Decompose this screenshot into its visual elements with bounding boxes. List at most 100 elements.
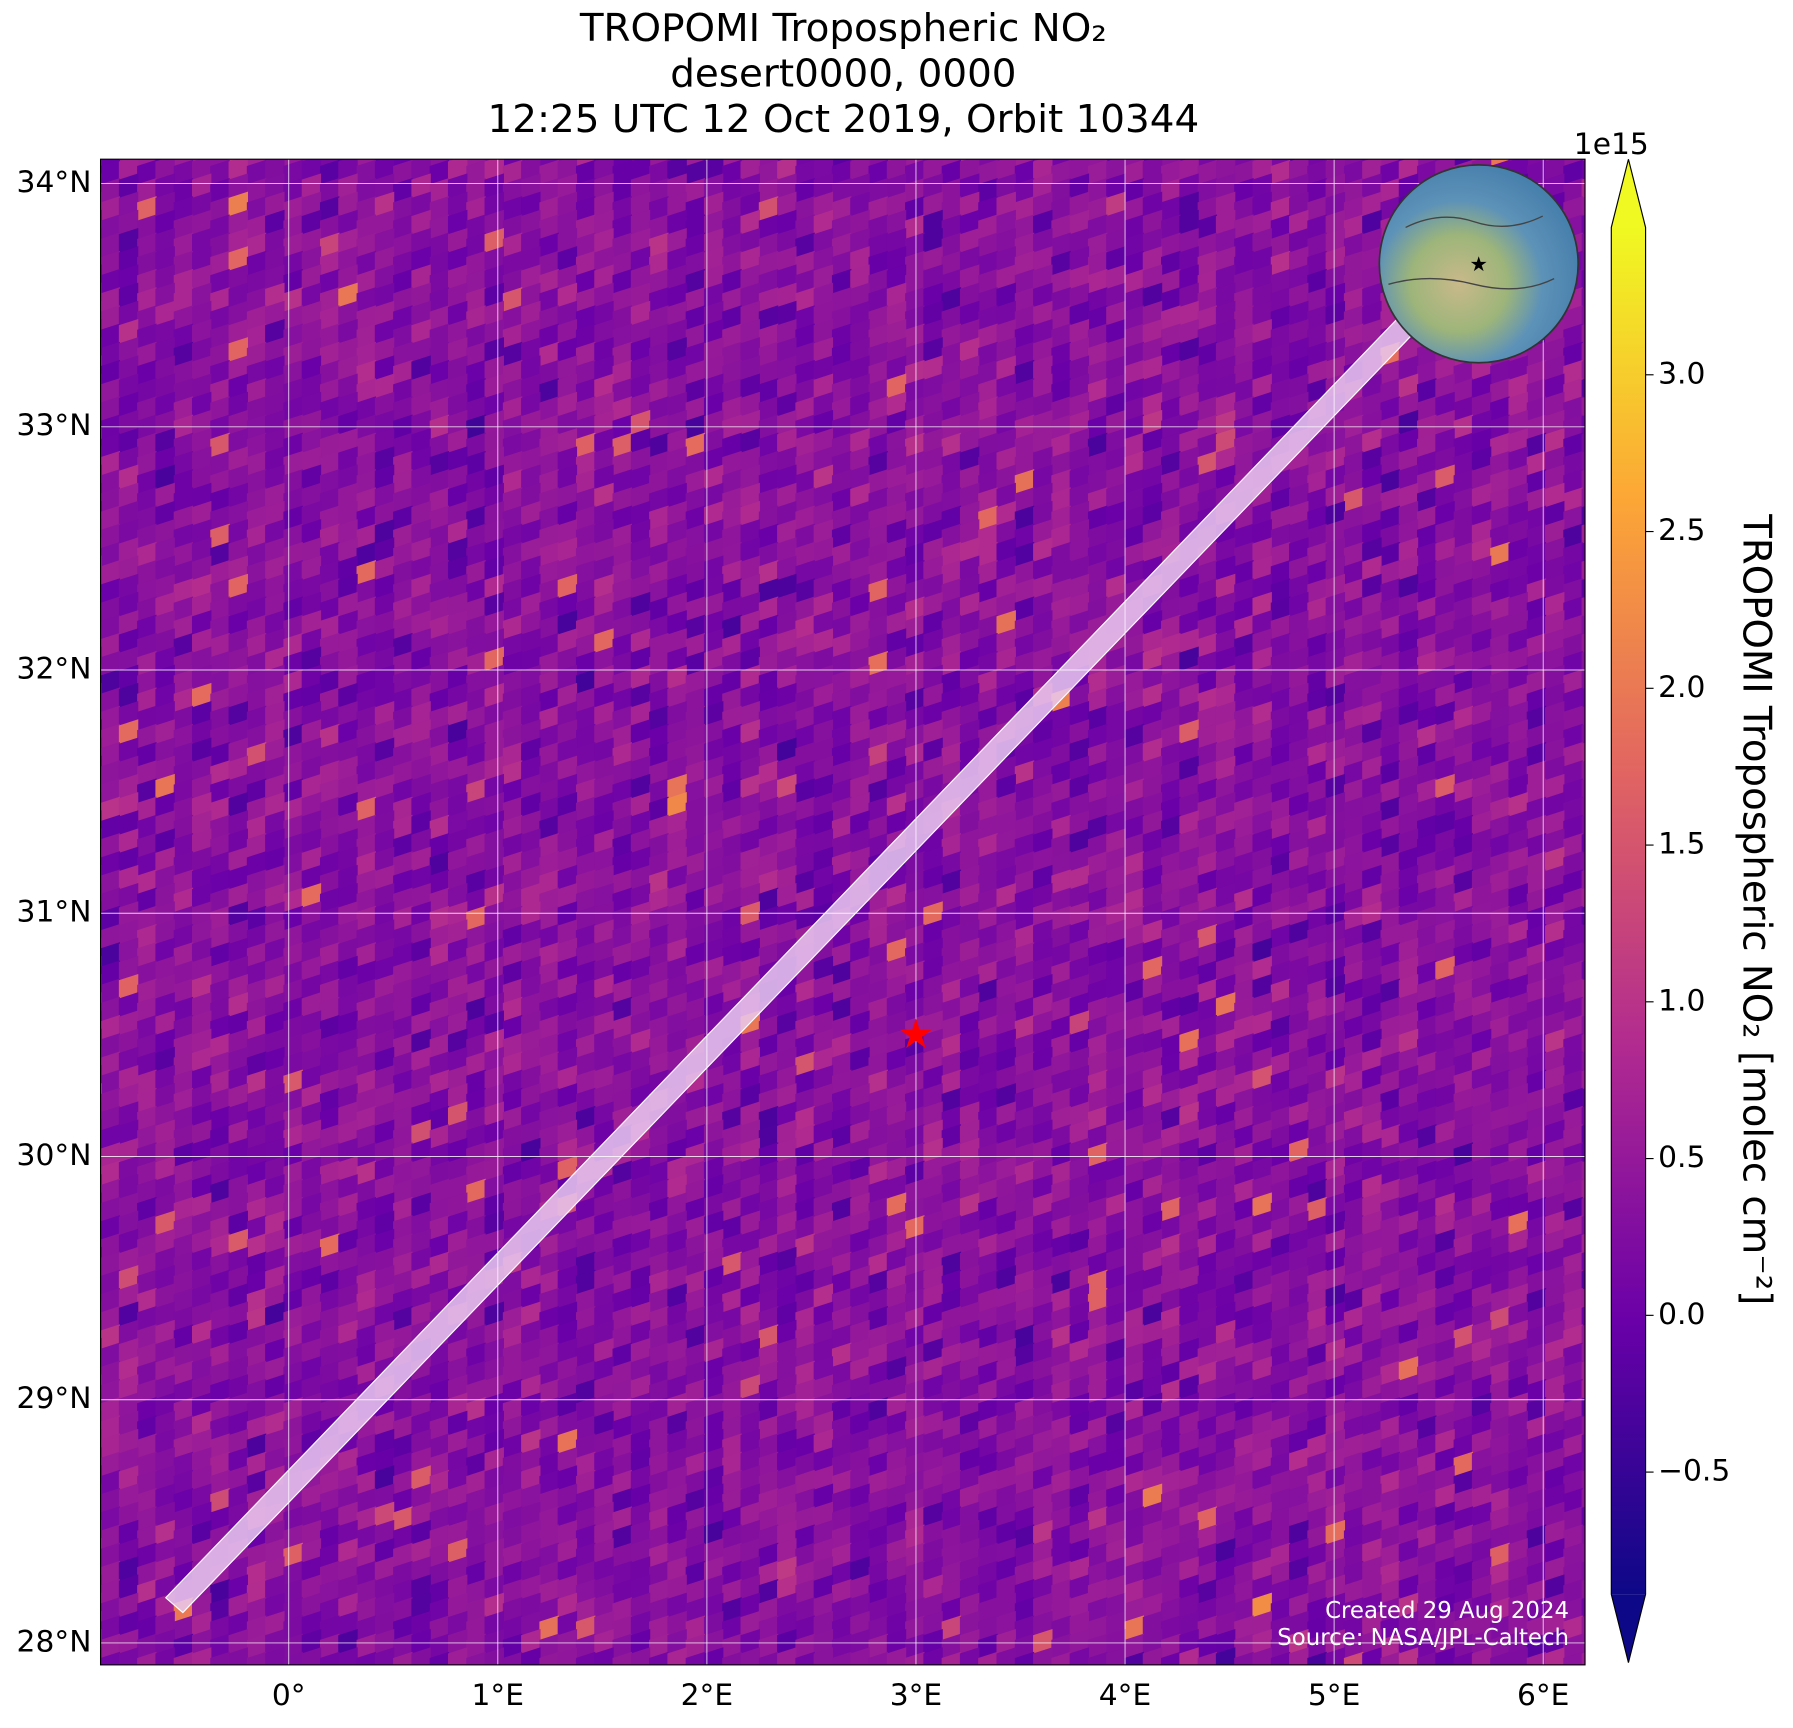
pixel: [1270, 177, 1291, 204]
pixel: [941, 287, 962, 313]
pixel: [301, 159, 322, 181]
pixel: [1033, 191, 1053, 218]
pixel: [173, 159, 194, 168]
pixel: [1142, 159, 1163, 181]
pixel: [374, 209, 395, 236]
pixel: [594, 173, 614, 200]
pixel: [1161, 177, 1181, 204]
pixel: [1490, 159, 1510, 168]
pixel: [1051, 159, 1071, 186]
pixel: [466, 159, 486, 186]
pixel: [1197, 250, 1218, 277]
pixel: [466, 177, 486, 204]
pixel: [374, 282, 395, 309]
pixel: [649, 250, 669, 277]
pixel: [813, 191, 834, 218]
pixel: [813, 227, 834, 254]
pixel: [191, 264, 212, 290]
pixel: [594, 300, 614, 327]
pixel: [319, 268, 340, 295]
pixel: [210, 177, 230, 204]
pixel: [703, 300, 724, 327]
pixel: [594, 191, 614, 218]
pixel: [1142, 264, 1163, 290]
pixel: [795, 214, 815, 240]
pixel: [557, 227, 578, 254]
pixel: [356, 159, 376, 186]
pixel: [868, 250, 888, 277]
pixel: [283, 177, 303, 204]
pixel: [1252, 209, 1272, 236]
pixel: [886, 159, 907, 181]
pixel: [466, 287, 486, 313]
pixel: [173, 250, 194, 277]
pixel: [649, 177, 669, 204]
pixel: [758, 159, 779, 186]
pixel: [575, 232, 596, 259]
pixel: [1307, 159, 1327, 186]
pixel: [575, 159, 596, 168]
pixel: [649, 196, 669, 222]
pixel: [575, 250, 596, 277]
pixel: [1343, 214, 1364, 240]
pixel: [319, 232, 340, 259]
pixel: [521, 173, 541, 200]
pixel: [1289, 264, 1309, 290]
pixel: [777, 173, 797, 200]
pixel: [1161, 232, 1181, 259]
pixel: [575, 305, 596, 331]
pixel: [1124, 196, 1144, 222]
pixel: [1014, 196, 1035, 222]
pixel: [1142, 282, 1163, 309]
pixel: [1051, 214, 1071, 240]
pixel: [155, 246, 175, 272]
pixel: [630, 209, 651, 236]
pixel: [1234, 250, 1254, 277]
pixel: [319, 159, 340, 186]
pixel: [100, 246, 102, 272]
pixel: [1051, 196, 1071, 222]
pixel: [575, 214, 596, 240]
pixel: [667, 264, 687, 290]
pixel: [777, 159, 797, 181]
pixel: [886, 191, 907, 218]
pixel: [100, 464, 102, 491]
pixel: [868, 196, 888, 222]
pixel: [100, 227, 102, 254]
pixel: [484, 159, 504, 181]
pixel: [594, 246, 614, 272]
pixel: [813, 173, 834, 200]
pixel: [978, 159, 998, 186]
pixel: [137, 196, 157, 222]
pixel: [1106, 227, 1126, 254]
pixel: [1215, 227, 1236, 254]
pixel: [1033, 246, 1053, 272]
pixel: [100, 264, 102, 290]
pixel: [1142, 173, 1163, 200]
pixel: [1087, 177, 1108, 204]
pixel: [521, 209, 541, 236]
pixel: [612, 177, 632, 204]
pixel: [575, 196, 596, 222]
pixel: [1014, 159, 1035, 168]
pixel: [1600, 160, 1619, 186]
pixel: [447, 159, 468, 181]
pixel: [466, 159, 486, 168]
pixel: [447, 246, 468, 272]
pixel: [100, 1028, 102, 1055]
pixel: [831, 232, 852, 259]
pixel: [1343, 177, 1364, 204]
pixel: [868, 287, 888, 313]
pixel: [100, 209, 102, 236]
pixel: [667, 227, 687, 254]
pixel: [959, 246, 980, 272]
pixel: [1325, 227, 1346, 254]
pixel: [502, 232, 523, 259]
pixel: [758, 232, 779, 259]
pixel: [923, 191, 943, 218]
pixel: [685, 159, 706, 186]
pixel: [795, 159, 815, 186]
pixel: [155, 300, 175, 327]
pixel: [1307, 268, 1327, 295]
pixel: [813, 264, 834, 290]
